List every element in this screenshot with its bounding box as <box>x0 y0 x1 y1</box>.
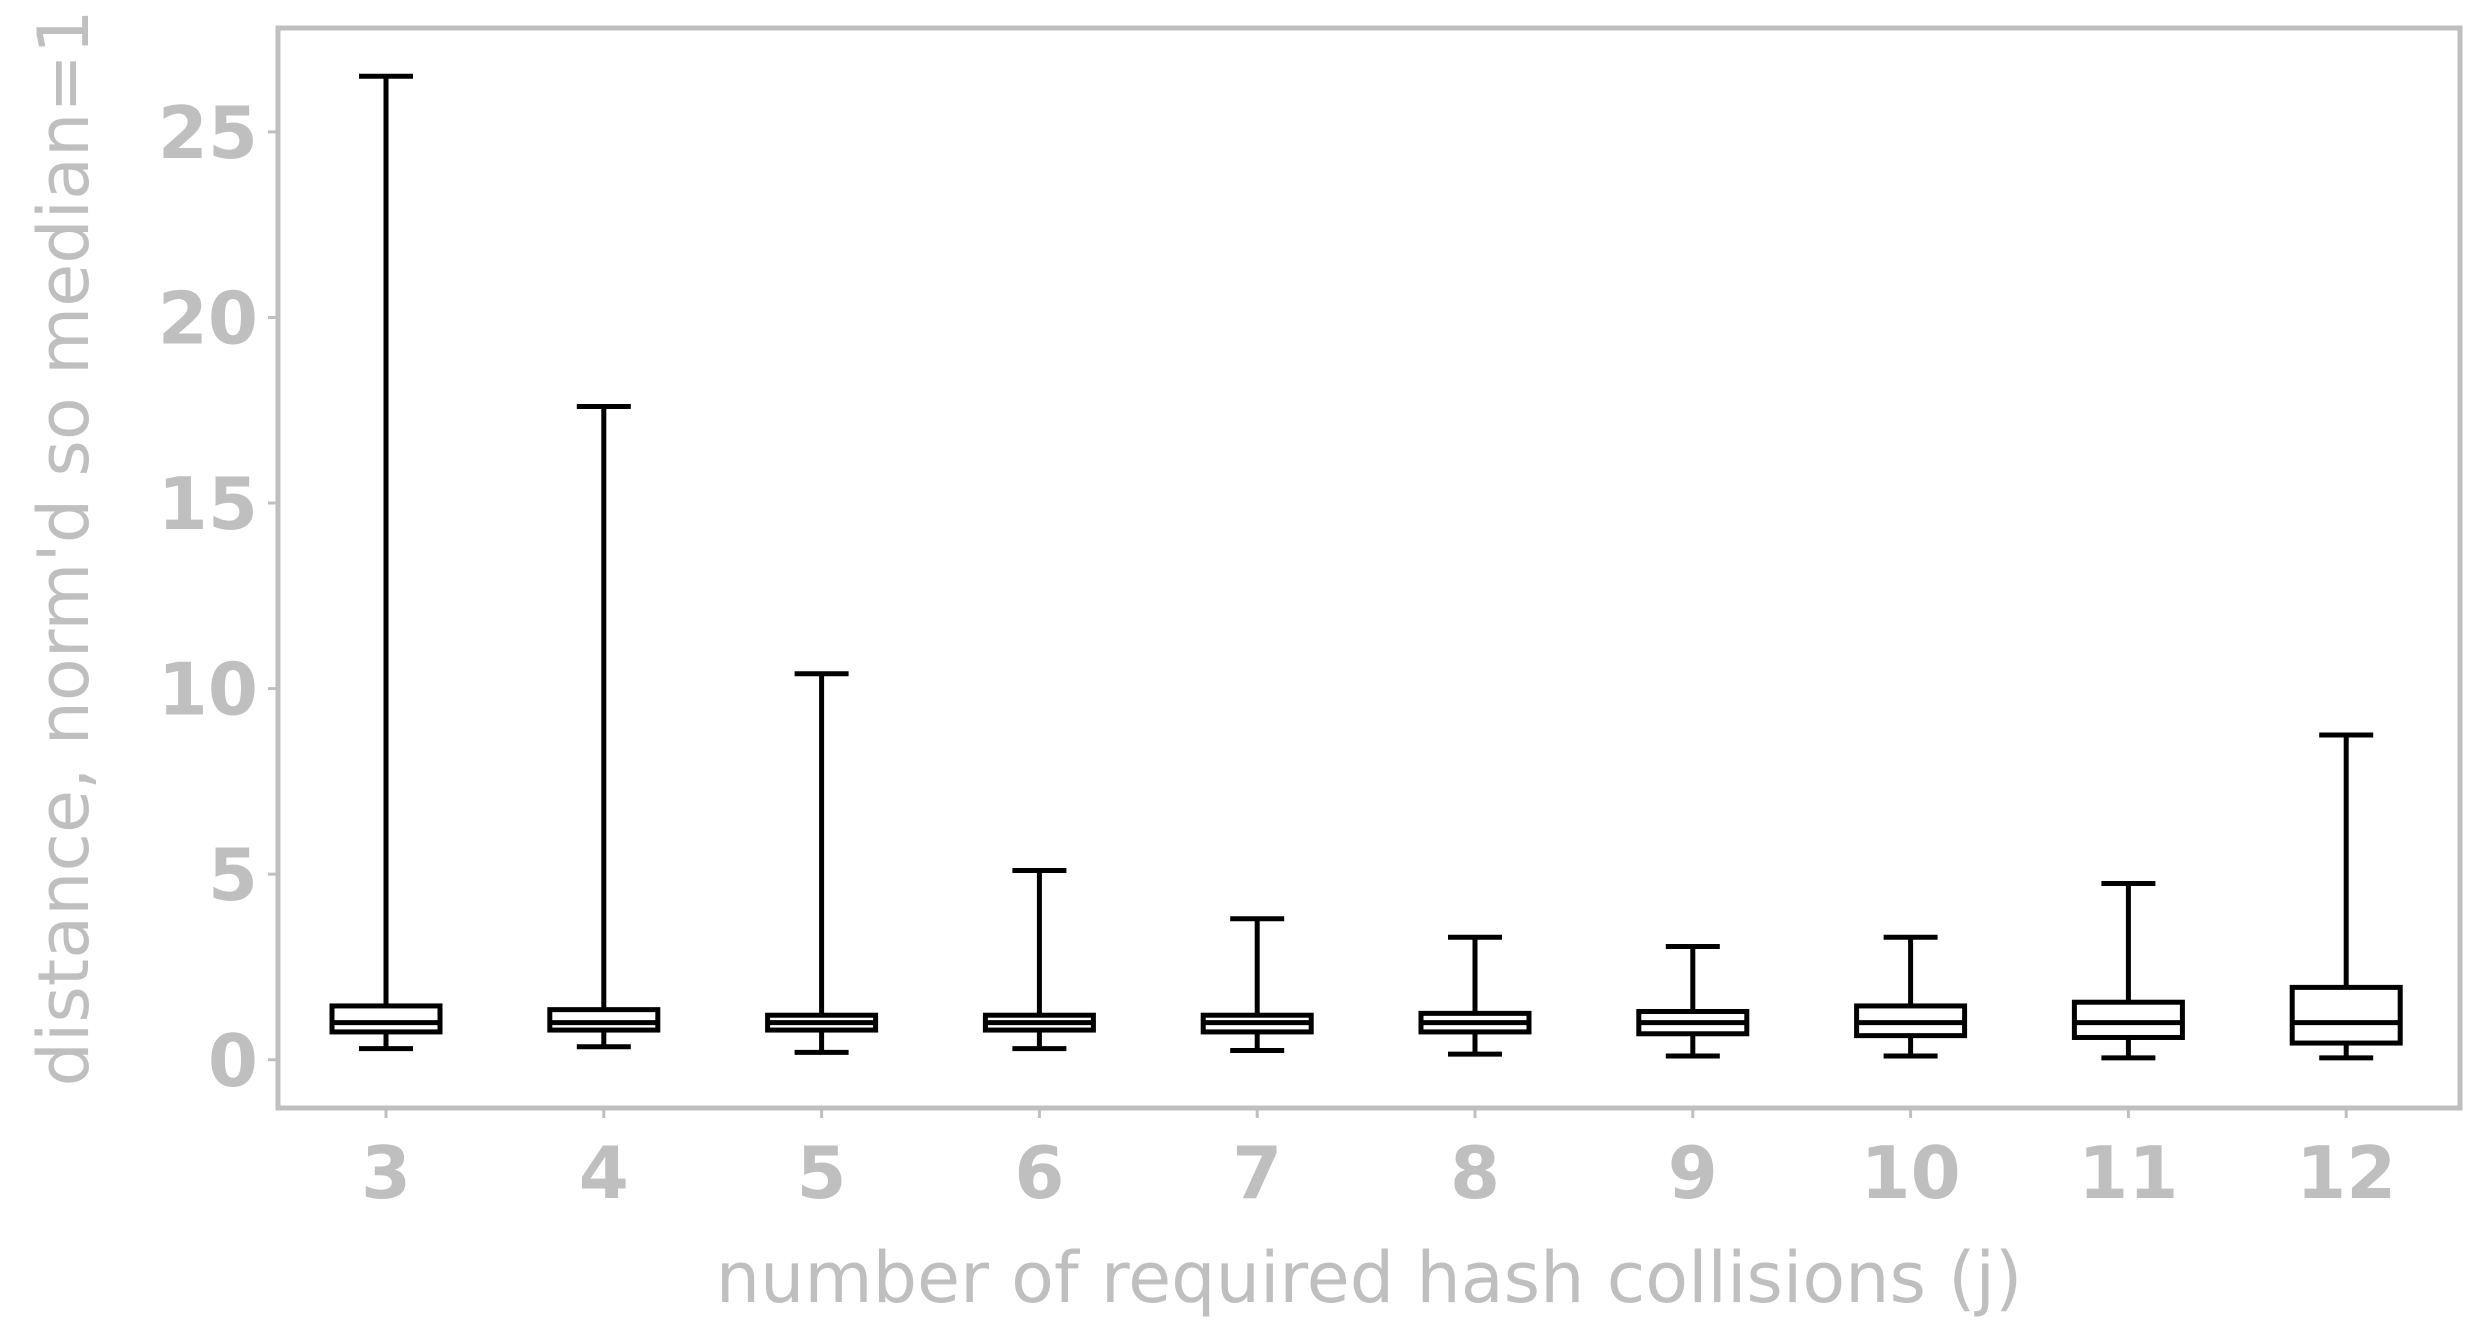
x-tick-label: 8 <box>1450 1131 1500 1215</box>
x-tick-label: 12 <box>2296 1131 2396 1215</box>
y-tick-label: 5 <box>208 833 258 917</box>
x-tick-label: 4 <box>579 1131 629 1215</box>
boxes-group <box>329 73 2403 1061</box>
box-5 <box>765 671 879 1055</box>
y-axis: 0 5 10 15 20 25 <box>158 91 278 1103</box>
box-9 <box>1636 944 1750 1059</box>
x-tick-label: 5 <box>797 1131 847 1215</box>
x-tick-label: 7 <box>1232 1131 1282 1215</box>
x-tick-label: 6 <box>1014 1131 1064 1215</box>
iqr-box <box>547 1007 661 1033</box>
box-10 <box>1854 934 1968 1059</box>
box-3 <box>329 73 443 1052</box>
x-axis: 3 4 5 6 7 8 9 10 11 12 <box>361 1108 2396 1215</box>
y-tick-label: 10 <box>158 648 258 732</box>
iqr-box <box>2071 999 2185 1040</box>
box-7 <box>1200 916 1314 1053</box>
x-tick-label: 11 <box>2078 1131 2178 1215</box>
x-axis-label: number of required hash collisions (j) <box>716 1237 2023 1319</box>
box-8 <box>1418 934 1532 1057</box>
box-12 <box>2289 732 2403 1061</box>
iqr-box <box>329 1003 443 1035</box>
iqr-box <box>2289 984 2403 1046</box>
y-tick-label: 25 <box>158 91 258 175</box>
x-tick-label: 9 <box>1668 1131 1718 1215</box>
y-axis-label: distance, norm'd so median=1 <box>23 9 105 1086</box>
y-tick-label: 0 <box>208 1019 258 1103</box>
x-tick-label: 3 <box>361 1131 411 1215</box>
box-11 <box>2071 880 2185 1061</box>
y-tick-label: 20 <box>158 276 258 360</box>
box-4 <box>547 404 661 1050</box>
plot-frame <box>275 25 2463 1111</box>
box-6 <box>982 867 1096 1052</box>
y-tick-label: 15 <box>158 462 258 546</box>
x-tick-label: 10 <box>1860 1131 1960 1215</box>
